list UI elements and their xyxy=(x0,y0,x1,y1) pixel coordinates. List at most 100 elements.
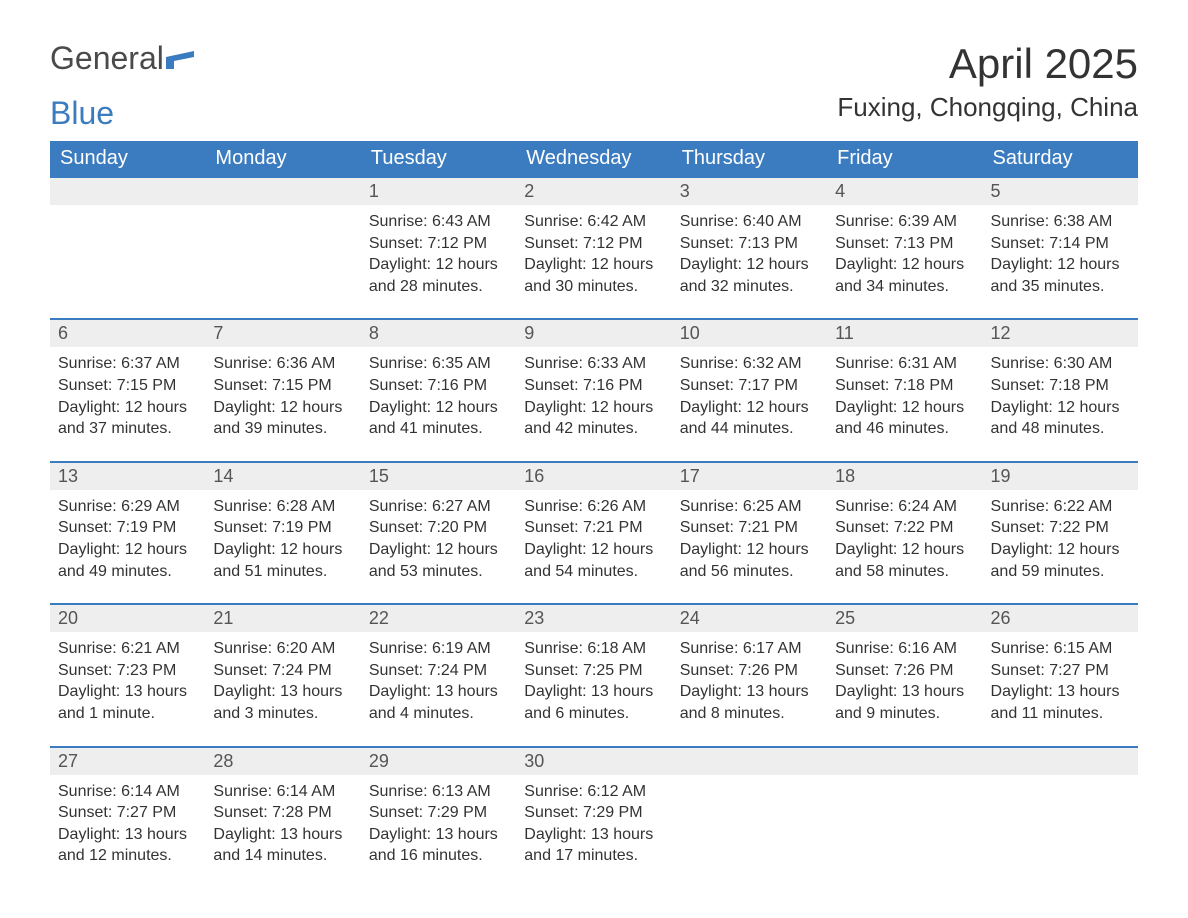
sunrise-text: Sunrise: 6:38 AM xyxy=(991,211,1130,233)
day-number-row: 12345 xyxy=(50,177,1138,205)
day-content-cell: Sunrise: 6:39 AMSunset: 7:13 PMDaylight:… xyxy=(827,205,982,307)
day-number-row: 6789101112 xyxy=(50,319,1138,347)
daylight-text: Daylight: 12 hours and 41 minutes. xyxy=(369,397,508,440)
daylight-text: Daylight: 12 hours and 30 minutes. xyxy=(524,254,663,297)
sunset-text: Sunset: 7:20 PM xyxy=(369,517,508,539)
daylight-text: Daylight: 12 hours and 46 minutes. xyxy=(835,397,974,440)
day-content-cell: Sunrise: 6:27 AMSunset: 7:20 PMDaylight:… xyxy=(361,490,516,592)
logo-text: General Blue xyxy=(50,40,196,132)
day-header: Wednesday xyxy=(516,141,671,177)
day-number-cell: 23 xyxy=(516,604,671,632)
day-number-cell: 26 xyxy=(983,604,1138,632)
sunset-text: Sunset: 7:18 PM xyxy=(835,375,974,397)
title-block: April 2025 Fuxing, Chongqing, China xyxy=(837,40,1138,133)
sunset-text: Sunset: 7:22 PM xyxy=(835,517,974,539)
sunset-text: Sunset: 7:19 PM xyxy=(213,517,352,539)
week-separator xyxy=(50,735,1138,747)
day-number-cell xyxy=(983,747,1138,775)
sunset-text: Sunset: 7:23 PM xyxy=(58,660,197,682)
title-location: Fuxing, Chongqing, China xyxy=(837,92,1138,123)
sunset-text: Sunset: 7:13 PM xyxy=(680,233,819,255)
daylight-text: Daylight: 13 hours and 3 minutes. xyxy=(213,681,352,724)
day-header: Saturday xyxy=(983,141,1138,177)
sunrise-text: Sunrise: 6:30 AM xyxy=(991,353,1130,375)
calendar-table: SundayMondayTuesdayWednesdayThursdayFrid… xyxy=(50,141,1138,877)
daylight-text: Daylight: 12 hours and 59 minutes. xyxy=(991,539,1130,582)
day-header: Tuesday xyxy=(361,141,516,177)
sunrise-text: Sunrise: 6:26 AM xyxy=(524,496,663,518)
day-content-cell: Sunrise: 6:21 AMSunset: 7:23 PMDaylight:… xyxy=(50,632,205,734)
daylight-text: Daylight: 12 hours and 56 minutes. xyxy=(680,539,819,582)
sunrise-text: Sunrise: 6:40 AM xyxy=(680,211,819,233)
logo: General Blue xyxy=(50,40,196,132)
daylight-text: Daylight: 12 hours and 28 minutes. xyxy=(369,254,508,297)
day-header: Monday xyxy=(205,141,360,177)
sunset-text: Sunset: 7:21 PM xyxy=(524,517,663,539)
sunrise-text: Sunrise: 6:28 AM xyxy=(213,496,352,518)
sunset-text: Sunset: 7:18 PM xyxy=(991,375,1130,397)
daylight-text: Daylight: 12 hours and 49 minutes. xyxy=(58,539,197,582)
sunrise-text: Sunrise: 6:25 AM xyxy=(680,496,819,518)
day-number-cell: 12 xyxy=(983,319,1138,347)
day-content-cell: Sunrise: 6:20 AMSunset: 7:24 PMDaylight:… xyxy=(205,632,360,734)
day-number-cell: 25 xyxy=(827,604,982,632)
sunrise-text: Sunrise: 6:42 AM xyxy=(524,211,663,233)
daylight-text: Daylight: 13 hours and 8 minutes. xyxy=(680,681,819,724)
sunset-text: Sunset: 7:26 PM xyxy=(835,660,974,682)
day-content-row: Sunrise: 6:37 AMSunset: 7:15 PMDaylight:… xyxy=(50,347,1138,449)
daylight-text: Daylight: 13 hours and 16 minutes. xyxy=(369,824,508,867)
day-content-row: Sunrise: 6:43 AMSunset: 7:12 PMDaylight:… xyxy=(50,205,1138,307)
day-number-cell: 1 xyxy=(361,177,516,205)
sunrise-text: Sunrise: 6:33 AM xyxy=(524,353,663,375)
day-number-cell: 13 xyxy=(50,462,205,490)
week-separator xyxy=(50,592,1138,604)
day-number-cell: 17 xyxy=(672,462,827,490)
daylight-text: Daylight: 12 hours and 34 minutes. xyxy=(835,254,974,297)
day-content-row: Sunrise: 6:14 AMSunset: 7:27 PMDaylight:… xyxy=(50,775,1138,877)
sunset-text: Sunset: 7:24 PM xyxy=(213,660,352,682)
day-number-cell: 18 xyxy=(827,462,982,490)
sunset-text: Sunset: 7:29 PM xyxy=(524,802,663,824)
sunset-text: Sunset: 7:26 PM xyxy=(680,660,819,682)
daylight-text: Daylight: 13 hours and 6 minutes. xyxy=(524,681,663,724)
day-content-cell: Sunrise: 6:16 AMSunset: 7:26 PMDaylight:… xyxy=(827,632,982,734)
day-content-cell: Sunrise: 6:35 AMSunset: 7:16 PMDaylight:… xyxy=(361,347,516,449)
logo-text-2: Blue xyxy=(50,95,114,131)
day-content-cell: Sunrise: 6:28 AMSunset: 7:19 PMDaylight:… xyxy=(205,490,360,592)
sunset-text: Sunset: 7:16 PM xyxy=(524,375,663,397)
daylight-text: Daylight: 13 hours and 12 minutes. xyxy=(58,824,197,867)
day-number-cell: 20 xyxy=(50,604,205,632)
sunset-text: Sunset: 7:12 PM xyxy=(369,233,508,255)
daylight-text: Daylight: 12 hours and 53 minutes. xyxy=(369,539,508,582)
day-content-cell: Sunrise: 6:38 AMSunset: 7:14 PMDaylight:… xyxy=(983,205,1138,307)
day-number-cell: 9 xyxy=(516,319,671,347)
day-content-cell: Sunrise: 6:33 AMSunset: 7:16 PMDaylight:… xyxy=(516,347,671,449)
daylight-text: Daylight: 12 hours and 48 minutes. xyxy=(991,397,1130,440)
daylight-text: Daylight: 13 hours and 14 minutes. xyxy=(213,824,352,867)
sunrise-text: Sunrise: 6:31 AM xyxy=(835,353,974,375)
logo-text-1: General xyxy=(50,40,164,76)
sunset-text: Sunset: 7:28 PM xyxy=(213,802,352,824)
day-number-cell: 19 xyxy=(983,462,1138,490)
day-number-row: 27282930 xyxy=(50,747,1138,775)
day-content-cell: Sunrise: 6:25 AMSunset: 7:21 PMDaylight:… xyxy=(672,490,827,592)
day-content-cell: Sunrise: 6:22 AMSunset: 7:22 PMDaylight:… xyxy=(983,490,1138,592)
day-header: Friday xyxy=(827,141,982,177)
sunrise-text: Sunrise: 6:43 AM xyxy=(369,211,508,233)
title-month: April 2025 xyxy=(837,40,1138,88)
sunrise-text: Sunrise: 6:12 AM xyxy=(524,781,663,803)
day-content-cell: Sunrise: 6:30 AMSunset: 7:18 PMDaylight:… xyxy=(983,347,1138,449)
day-content-cell: Sunrise: 6:40 AMSunset: 7:13 PMDaylight:… xyxy=(672,205,827,307)
day-content-cell xyxy=(983,775,1138,877)
sunrise-text: Sunrise: 6:36 AM xyxy=(213,353,352,375)
day-number-cell: 22 xyxy=(361,604,516,632)
week-separator xyxy=(50,450,1138,462)
day-content-row: Sunrise: 6:21 AMSunset: 7:23 PMDaylight:… xyxy=(50,632,1138,734)
sunset-text: Sunset: 7:15 PM xyxy=(213,375,352,397)
day-content-cell: Sunrise: 6:43 AMSunset: 7:12 PMDaylight:… xyxy=(361,205,516,307)
sunrise-text: Sunrise: 6:20 AM xyxy=(213,638,352,660)
day-number-cell: 15 xyxy=(361,462,516,490)
daylight-text: Daylight: 12 hours and 37 minutes. xyxy=(58,397,197,440)
day-content-cell xyxy=(50,205,205,307)
daylight-text: Daylight: 12 hours and 58 minutes. xyxy=(835,539,974,582)
